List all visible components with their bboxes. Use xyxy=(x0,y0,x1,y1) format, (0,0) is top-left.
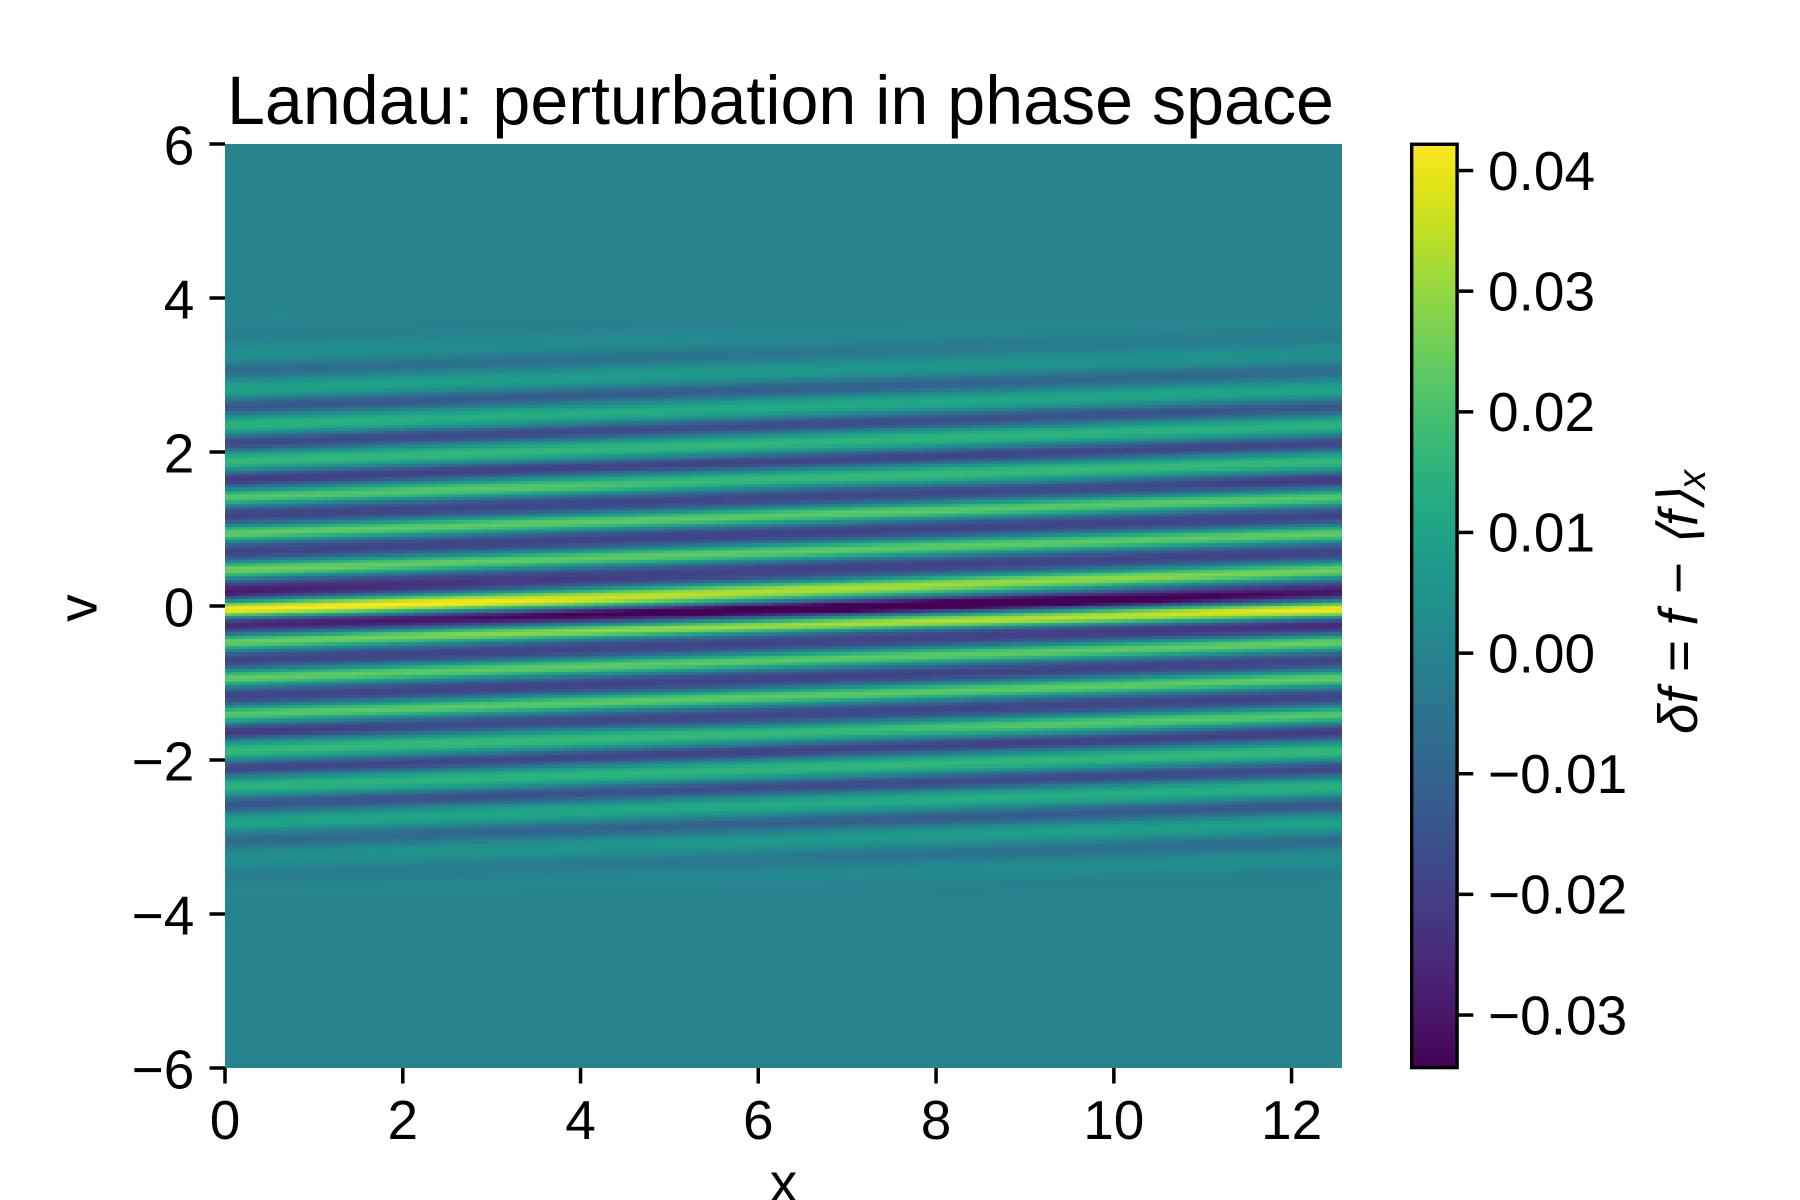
svg-text:2: 2 xyxy=(388,1089,419,1151)
svg-text:−0.03: −0.03 xyxy=(1488,984,1627,1046)
svg-text:x: x xyxy=(770,1152,798,1200)
svg-text:0.04: 0.04 xyxy=(1488,140,1595,202)
svg-text:0: 0 xyxy=(210,1089,241,1151)
svg-text:2: 2 xyxy=(164,423,195,485)
svg-text:4: 4 xyxy=(565,1089,596,1151)
svg-text:0.03: 0.03 xyxy=(1488,260,1595,322)
svg-text:v: v xyxy=(46,594,108,622)
svg-text:−0.02: −0.02 xyxy=(1488,864,1627,926)
svg-text:6: 6 xyxy=(164,115,195,177)
svg-text:0.00: 0.00 xyxy=(1488,622,1595,684)
svg-text:δf = f − ⟨f⟩x: δf = f − ⟨f⟩x xyxy=(1647,468,1714,734)
svg-text:−6: −6 xyxy=(132,1039,195,1101)
svg-text:0.01: 0.01 xyxy=(1488,502,1595,564)
svg-text:−4: −4 xyxy=(132,885,195,947)
svg-text:8: 8 xyxy=(921,1089,952,1151)
svg-text:12: 12 xyxy=(1261,1089,1322,1151)
svg-text:0.02: 0.02 xyxy=(1488,381,1595,443)
svg-text:0: 0 xyxy=(164,577,195,639)
svg-text:4: 4 xyxy=(164,269,195,331)
svg-text:−0.01: −0.01 xyxy=(1488,743,1627,805)
svg-text:Landau: perturbation in phase: Landau: perturbation in phase space xyxy=(227,63,1334,139)
svg-text:10: 10 xyxy=(1083,1089,1144,1151)
svg-text:6: 6 xyxy=(743,1089,774,1151)
svg-text:−2: −2 xyxy=(132,731,195,793)
